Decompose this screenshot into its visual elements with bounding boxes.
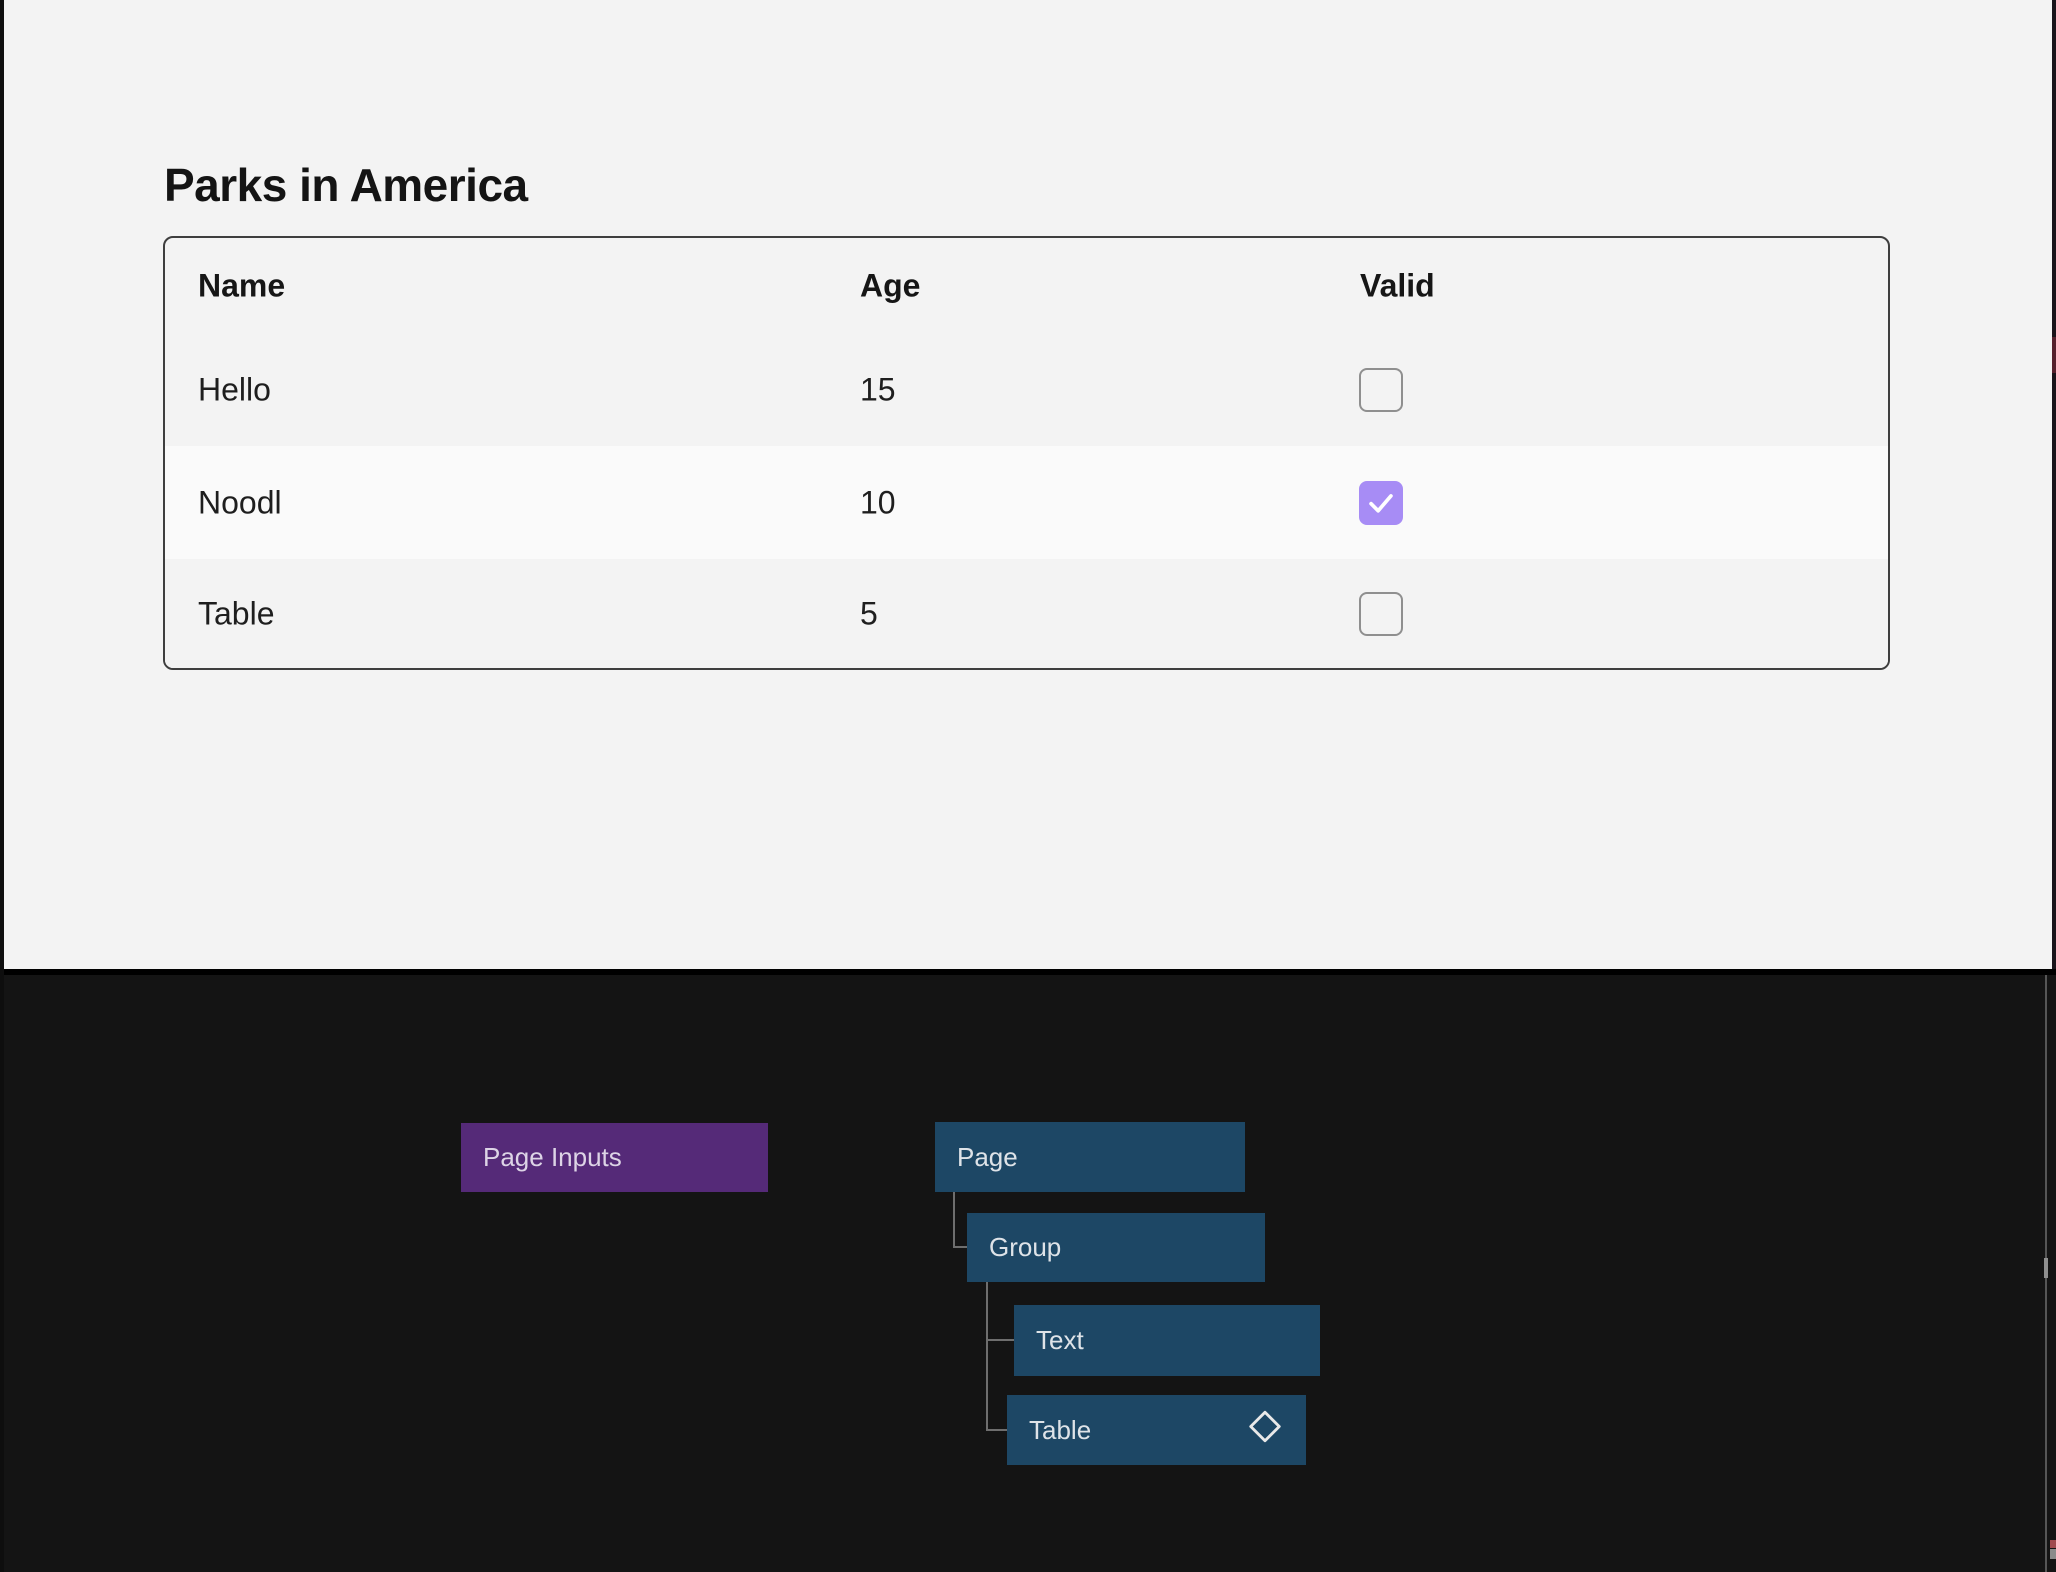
window-edge-left (0, 0, 4, 1572)
section-divider (0, 969, 2056, 975)
cell-name: Hello (198, 371, 271, 407)
cell-age: 15 (860, 371, 896, 407)
node-label: Page Inputs (483, 1142, 622, 1172)
scrollbar-thumb[interactable] (2044, 1258, 2048, 1278)
window-edge-right (2052, 0, 2056, 969)
connector-line (953, 1192, 955, 1248)
node-page-inputs[interactable]: Page Inputs (461, 1123, 768, 1192)
data-table: Name Age Valid Hello 15 Noodl 10 Table 5 (163, 236, 1890, 670)
valid-checkbox[interactable] (1359, 367, 1403, 412)
corner-marker-gray (2050, 1549, 2056, 1559)
connector-line (953, 1246, 968, 1248)
connector-line (986, 1282, 988, 1431)
node-table[interactable]: Table (1007, 1395, 1306, 1465)
node-page[interactable]: Page (935, 1122, 1245, 1192)
table-row: Hello 15 (165, 333, 1888, 446)
connector-line (986, 1339, 1015, 1341)
connector-line (986, 1429, 1008, 1431)
column-header-age: Age (860, 267, 921, 303)
node-label: Text (1036, 1325, 1084, 1355)
table-header-row: Name Age Valid (165, 238, 1888, 333)
valid-checkbox[interactable] (1359, 591, 1403, 636)
valid-checkbox[interactable] (1359, 480, 1403, 525)
page-title: Parks in America (164, 159, 528, 211)
cell-name: Noodl (198, 484, 282, 520)
corner-marker-red (2050, 1540, 2056, 1548)
cell-age: 10 (860, 484, 896, 520)
column-header-name: Name (198, 267, 286, 303)
table-row: Noodl 10 (165, 446, 1888, 559)
node-label: Page (957, 1141, 1018, 1172)
node-text[interactable]: Text (1014, 1305, 1320, 1376)
node-group[interactable]: Group (967, 1213, 1265, 1282)
diamond-icon (1246, 1408, 1284, 1453)
column-header-valid: Valid (1360, 267, 1435, 303)
checkmark-icon (1369, 493, 1393, 513)
node-label: Group (989, 1232, 1062, 1262)
cell-name: Table (198, 595, 275, 631)
window-edge-marker (2052, 337, 2056, 373)
preview-canvas: Parks in America Name Age Valid Hello 15… (0, 0, 2056, 969)
cell-age: 5 (860, 595, 878, 631)
node-label: Table (1029, 1414, 1092, 1445)
table-row: Table 5 (165, 559, 1888, 668)
